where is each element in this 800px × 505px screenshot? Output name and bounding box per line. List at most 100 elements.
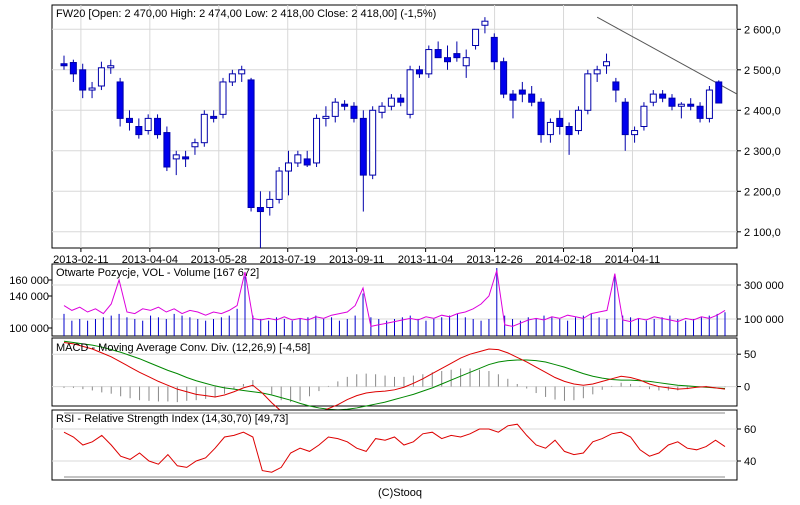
volume-panel: 100 000 140 000 160 000 100 000 300 000 Otw… xyxy=(9,263,784,337)
volume-left-axis: 100 000 140 000 160 000 xyxy=(9,275,52,335)
macd-y-tick-label: 0 xyxy=(744,382,750,394)
volume-left-tick-label: 140 000 xyxy=(9,291,49,303)
candle-body xyxy=(640,105,648,127)
candle-body xyxy=(313,117,321,164)
macd-lines xyxy=(63,340,726,419)
rsi-y-tick-label: 40 xyxy=(744,456,756,468)
candle-body xyxy=(528,93,536,103)
macd-frame xyxy=(51,337,738,407)
candle-body xyxy=(144,117,152,132)
price-x-tick-label: 2013-09-11 xyxy=(329,254,384,266)
price-panel: 2 100,0 2 200,0 2 300,0 2 400,0 2 500,0 2 600… xyxy=(51,4,781,266)
open-interest-polyline xyxy=(63,270,726,327)
candle-body xyxy=(462,57,470,67)
candle-body xyxy=(88,87,96,91)
candle-body xyxy=(275,170,283,200)
candle-body xyxy=(303,158,311,166)
candle-body xyxy=(500,61,508,95)
candle-body xyxy=(434,49,442,59)
candle-body xyxy=(378,105,386,113)
candle-body xyxy=(659,93,667,99)
price-trendline xyxy=(596,16,738,95)
candle-body xyxy=(97,67,105,87)
candle-body xyxy=(369,109,377,176)
candle-body xyxy=(444,57,452,63)
price-y-tick-label: 2 100,0 xyxy=(744,227,781,239)
candle-body xyxy=(228,73,236,83)
price-x-tick-label: 2014-02-18 xyxy=(535,254,591,266)
macd-y-tick-label: 50 xyxy=(744,349,756,361)
price-x-tick-label: 2013-11-04 xyxy=(398,254,453,266)
price-y-tick-label: 2 300,0 xyxy=(744,146,781,158)
candle-body xyxy=(154,117,162,136)
candle-body xyxy=(668,97,676,107)
price-x-tick-label: 2013-05-28 xyxy=(191,254,247,266)
candle-body xyxy=(256,207,264,213)
candle-body xyxy=(79,69,87,91)
candle-body xyxy=(359,117,367,176)
candle-body xyxy=(490,36,498,63)
macd-signal-line xyxy=(63,340,726,411)
macd-panel: 0 50 MACD - Moving Average Conv. Div. (12… xyxy=(51,337,756,419)
volume-right-axis: 100 000 300 000 xyxy=(737,280,784,326)
rsi-panel: 40 60 RSI - Relative Strength Index (14,3… xyxy=(51,409,756,481)
candle-body xyxy=(350,105,358,119)
trendline xyxy=(596,16,738,95)
candle-body xyxy=(649,93,657,103)
candle-body xyxy=(210,115,218,119)
price-x-tick-label: 2014-04-11 xyxy=(605,254,660,266)
price-y-axis: 2 100,0 2 200,0 2 300,0 2 400,0 2 500,0 2 600… xyxy=(737,24,781,239)
volume-left-tick-label: 100 000 xyxy=(9,323,49,335)
candle-body xyxy=(341,103,349,107)
candle-body xyxy=(425,49,433,75)
candle-body xyxy=(135,126,143,136)
candle-body xyxy=(612,81,620,91)
candle-body xyxy=(219,81,227,115)
candle-body xyxy=(705,89,713,119)
candle-body xyxy=(322,115,330,119)
candle-body xyxy=(284,162,292,172)
price-x-tick-label: 2013-07-19 xyxy=(260,254,316,266)
price-x-axis: 2013-02-11 2013-04-04 2013-05-28 2013-07-19… xyxy=(53,248,660,266)
candle-body xyxy=(116,81,124,119)
candle-body xyxy=(415,69,423,75)
macd-y-axis: 0 50 xyxy=(737,349,756,394)
candle-body xyxy=(574,109,582,132)
candle-body xyxy=(60,63,68,67)
candle-body xyxy=(715,81,723,104)
candle-body xyxy=(603,61,611,67)
candle-body xyxy=(294,154,302,164)
candle-body xyxy=(677,103,685,107)
candle-body xyxy=(69,62,77,75)
candle-body xyxy=(687,103,695,107)
open-interest-line xyxy=(63,270,726,327)
candle-body xyxy=(546,121,554,136)
candle-body xyxy=(200,113,208,144)
candle-body xyxy=(125,117,133,123)
rsi-lines xyxy=(63,412,726,478)
price-y-tick-label: 2 600,0 xyxy=(744,24,781,36)
candle-body xyxy=(172,154,180,160)
price-title: FW20 [Open: 2 470,00 High: 2 474,00 Low:… xyxy=(56,8,436,20)
volume-title: Otwarte Pozycje, VOL - Volume [167 672] xyxy=(56,267,259,279)
rsi-title: RSI - Relative Strength Index (14,30,70)… xyxy=(56,413,288,425)
candle-body xyxy=(631,130,639,136)
candle-body xyxy=(107,65,115,69)
price-y-tick-label: 2 400,0 xyxy=(744,105,781,117)
candle-body xyxy=(537,101,545,136)
price-y-tick-label: 2 500,0 xyxy=(744,65,781,77)
rsi-y-tick-label: 60 xyxy=(744,424,756,436)
candle-body xyxy=(406,69,414,115)
rsi-y-axis: 40 60 xyxy=(737,424,756,468)
price-y-tick-label: 2 200,0 xyxy=(744,186,781,198)
rsi-grid xyxy=(52,428,737,462)
price-x-tick-label: 2013-02-11 xyxy=(53,254,108,266)
candle-body xyxy=(247,79,255,208)
candle-body xyxy=(472,28,480,46)
candle-body xyxy=(565,126,573,136)
candle-body xyxy=(182,156,190,160)
price-x-tick-label: 2013-04-04 xyxy=(122,254,178,266)
candle-body xyxy=(518,89,526,95)
